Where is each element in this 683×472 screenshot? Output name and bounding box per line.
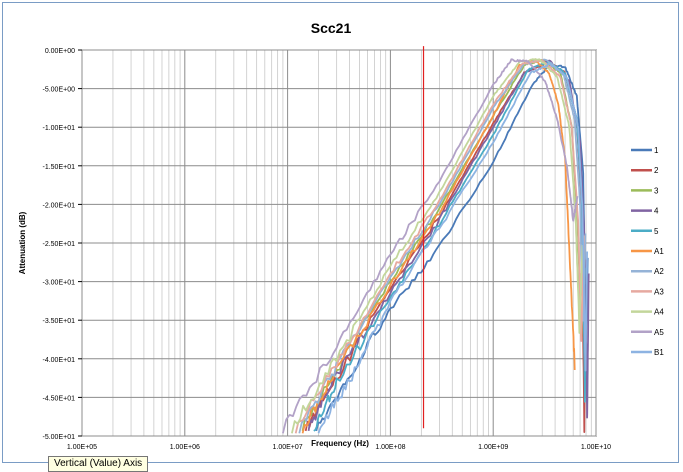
x-tick-label: 1.00E+07 [273, 444, 303, 451]
tick-labels: 1.00E+05 1.00E+06 1.00E+07 1.00E+08 1.00E+09… [43, 48, 612, 451]
y-tick-label: -5.00E+00 [43, 87, 76, 94]
y-axis-title[interactable]: Attenuation (dB) [18, 211, 27, 274]
legend-label-A2: A2 [654, 267, 664, 276]
series-line-A5 [282, 58, 579, 434]
y-tick-label: -1.00E+01 [43, 125, 76, 132]
series-lines [282, 58, 590, 434]
legend[interactable]: 1 2 3 4 5 A1 A2 A3 A4 A5 B1 [631, 146, 664, 357]
chart-title[interactable]: Scc21 [311, 20, 352, 36]
legend-label-A1: A1 [654, 247, 664, 256]
x-tick-label: 1.00E+05 [67, 444, 97, 451]
x-tick-label: 1.00E+09 [478, 444, 508, 451]
y-tick-label: -4.00E+01 [43, 357, 76, 364]
y-tick-label: -4.50E+01 [43, 395, 76, 402]
y-tick-label: -2.50E+01 [43, 241, 76, 248]
y-tick-label: -3.00E+01 [43, 280, 76, 287]
y-tick-label: -3.50E+01 [43, 318, 76, 325]
y-tick-label: -2.00E+01 [43, 202, 76, 209]
legend-label-4: 4 [654, 207, 659, 216]
axis-tooltip: Vertical (Value) Axis [48, 456, 149, 472]
series-line-A3 [294, 58, 585, 434]
x-axis-title[interactable]: Frequency (Hz) [311, 439, 369, 448]
x-tick-label: 1.00E+08 [375, 444, 405, 451]
legend-label-A4: A4 [654, 308, 664, 317]
x-tick-label: 1.00E+06 [170, 444, 200, 451]
legend-label-A5: A5 [654, 328, 664, 337]
x-tick-label: 1.00E+10 [581, 444, 611, 451]
legend-label-3: 3 [654, 186, 659, 195]
legend-label-A3: A3 [654, 287, 664, 296]
legend-label-5: 5 [654, 227, 659, 236]
legend-label-2: 2 [654, 166, 659, 175]
legend-label-B1: B1 [654, 348, 664, 357]
y-tick-label: 0.00E+00 [45, 48, 75, 55]
y-tick-label: -1.50E+01 [43, 164, 76, 171]
series-line-B1 [317, 62, 588, 434]
y-tick-label: -5.00E+01 [43, 434, 76, 441]
legend-label-1: 1 [654, 146, 659, 155]
